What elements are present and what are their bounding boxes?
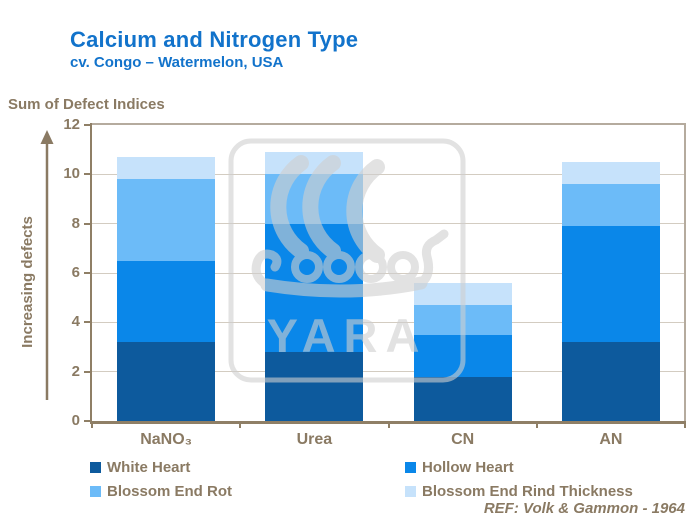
- x-category-label: Urea: [296, 431, 333, 448]
- legend-swatch: [405, 461, 416, 473]
- legend-label: Blossom End Rind Thickness: [422, 482, 633, 500]
- y-tick-label: 0: [71, 412, 80, 429]
- legend-item: White Heart: [90, 458, 191, 476]
- bar-segment: [117, 157, 216, 180]
- legend-swatch: [90, 461, 101, 473]
- bar-segment: [265, 351, 364, 421]
- legend-item: Hollow Heart: [405, 458, 514, 476]
- increasing-defects-arrow-icon: [40, 130, 54, 400]
- bar-segment: [413, 305, 512, 335]
- y-axis-line: [90, 123, 92, 423]
- bar-segment: [413, 334, 512, 377]
- page-subtitle: cv. Congo – Watermelon, USA: [70, 54, 284, 71]
- x-tick-mark: [387, 423, 390, 428]
- y-tick-label: 12: [63, 116, 80, 133]
- legend-swatch: [90, 485, 101, 497]
- bar-segment: [413, 282, 512, 306]
- x-category-label: AN: [599, 431, 623, 448]
- bar-segment: [117, 342, 216, 421]
- bar-segment: [265, 152, 364, 175]
- y-axis-title: Sum of Defect Indices: [8, 96, 165, 113]
- y-tick-label: 8: [71, 214, 80, 232]
- x-axis-line: [90, 421, 686, 424]
- legend-label: Blossom End Rot: [107, 482, 233, 500]
- y-tick-label: 10: [63, 165, 80, 183]
- plot-right-border: [684, 125, 686, 421]
- y-tick-mark: [84, 370, 91, 373]
- bar-segment: [561, 184, 660, 227]
- legend-item: Blossom End Rind Thickness: [405, 482, 633, 500]
- y-tick-mark: [84, 222, 91, 225]
- bar-segment: [561, 342, 660, 421]
- bar-segment: [117, 260, 216, 343]
- reference-text: REF: Volk & Gammon - 1964: [483, 500, 685, 517]
- plot-area: [92, 125, 685, 421]
- x-category-label: CN: [451, 431, 475, 448]
- legend-item: Blossom End Rot: [90, 482, 233, 500]
- y-axis-arrow-label: Increasing defects: [19, 216, 36, 348]
- x-category-label: NaNO₃: [140, 431, 193, 448]
- y-tick-mark: [84, 173, 91, 176]
- y-tick-label: 2: [71, 362, 80, 380]
- bar-segment: [117, 179, 216, 261]
- bar-segment: [413, 376, 512, 421]
- y-tick-label: 6: [71, 264, 80, 281]
- x-tick-mark: [239, 423, 242, 428]
- plot-top-border: [92, 123, 686, 125]
- x-tick-mark: [535, 423, 538, 428]
- y-tick-mark: [84, 321, 91, 324]
- bar-segment: [561, 226, 660, 343]
- y-tick-mark: [84, 272, 91, 274]
- page-title: Calcium and Nitrogen Type: [70, 27, 359, 52]
- y-tick-mark: [84, 124, 91, 126]
- bar-segment: [265, 223, 364, 352]
- x-tick-mark: [684, 423, 686, 428]
- y-tick-label: 4: [71, 313, 80, 331]
- x-tick-mark: [91, 423, 93, 428]
- legend-label: White Heart: [107, 458, 191, 476]
- y-tick-mark: [84, 420, 91, 422]
- legend-label: Hollow Heart: [422, 458, 514, 476]
- legend-swatch: [405, 485, 416, 497]
- bar-segment: [561, 162, 660, 185]
- bar-segment: [265, 174, 364, 224]
